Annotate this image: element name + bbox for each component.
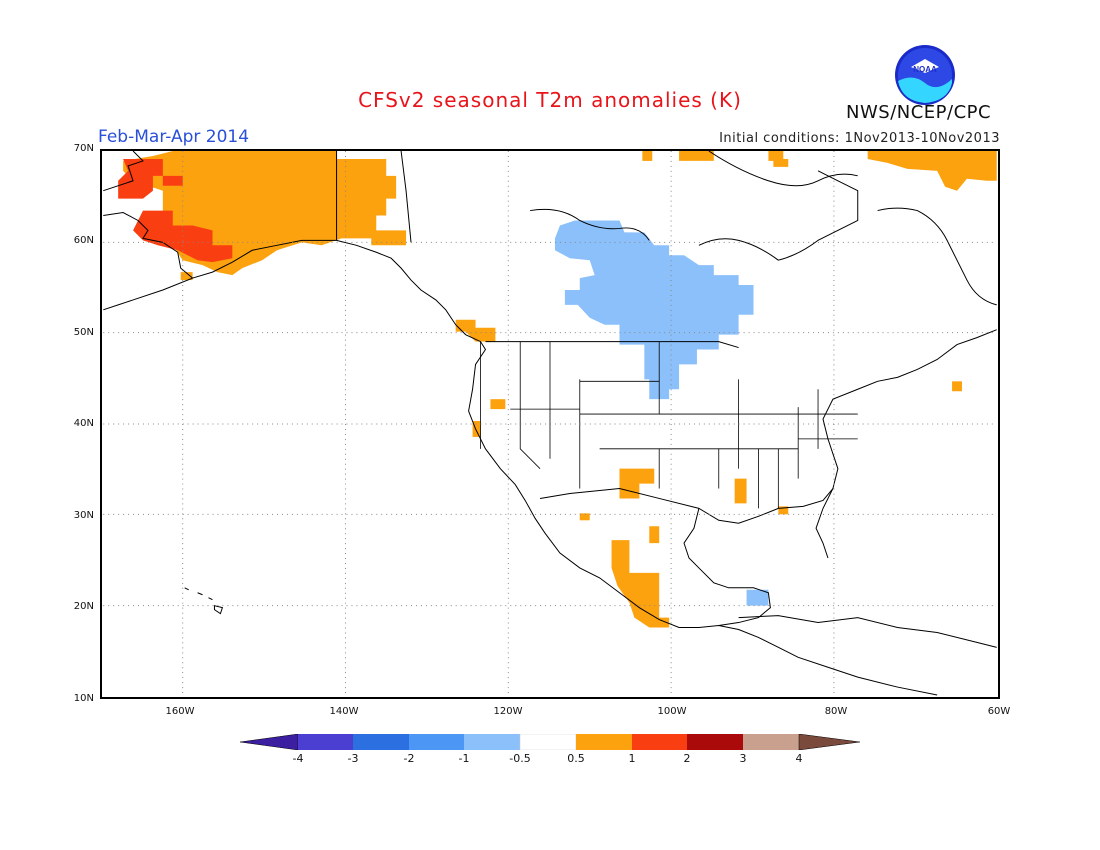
colorbar-label: -3 — [347, 752, 359, 765]
chart-title: CFSv2 seasonal T2m anomalies (K) — [358, 88, 742, 112]
agency-label: NWS/NCEP/CPC — [846, 102, 992, 123]
colorbar-segment-gt-4 — [798, 734, 860, 750]
colorbar-segment-4-3 — [298, 734, 353, 750]
colorbar-label: 1 — [628, 752, 636, 765]
colorbar-segment-lt-4 — [240, 734, 299, 750]
anomaly-central-canada-cool — [554, 220, 769, 606]
lat-label-40n: 40N — [73, 418, 94, 429]
forecast-period: Feb-Mar-Apr 2014 — [98, 127, 250, 147]
colorbar-segment-neutral — [519, 734, 577, 750]
colorbar-label: 0.5 — [567, 752, 585, 765]
colorbar-label: -4 — [292, 752, 304, 765]
colorbar-label: -0.5 — [509, 752, 531, 765]
lat-label-20n: 20N — [73, 601, 94, 612]
lat-label-50n: 50N — [73, 327, 94, 338]
lon-label-160w: 160W — [165, 706, 195, 717]
lon-label-120w: 120W — [493, 706, 523, 717]
colorbar-segment-2-1 — [409, 734, 464, 750]
colorbar-segment-1-05 — [464, 734, 520, 750]
colorbar-label: 3 — [739, 752, 747, 765]
hawaii-islands — [184, 587, 224, 615]
lat-label-10n: 10N — [73, 693, 94, 704]
political-borders — [480, 341, 858, 509]
lat-label-60n: 60N — [73, 235, 94, 246]
colorbar-label: 2 — [683, 752, 691, 765]
lat-label-30n: 30N — [73, 510, 94, 521]
anomaly-map — [100, 149, 1000, 699]
noaa-logo-icon: NOAA — [895, 45, 955, 105]
lon-label-80w: 80W — [824, 706, 848, 717]
colorbar-segment-3-2 — [353, 734, 409, 750]
lon-label-100w: 100W — [657, 706, 687, 717]
colorbar-segment-1-2 — [632, 734, 687, 750]
graticule — [103, 151, 997, 697]
colorbar-label: -2 — [403, 752, 415, 765]
lon-label-60w: 60W — [987, 706, 1011, 717]
logo-text: NOAA — [913, 65, 937, 74]
colorbar — [240, 734, 860, 750]
colorbar-segment-05-1 — [576, 734, 632, 750]
colorbar-label: 4 — [795, 752, 803, 765]
lat-label-70n: 70N — [73, 143, 94, 154]
colorbar-label: -1 — [458, 752, 470, 765]
lon-label-140w: 140W — [329, 706, 359, 717]
colorbar-segment-3-4 — [743, 734, 799, 750]
colorbar-segment-2-3 — [687, 734, 743, 750]
initial-conditions: Initial conditions: 1Nov2013-10Nov2013 — [719, 131, 1000, 146]
